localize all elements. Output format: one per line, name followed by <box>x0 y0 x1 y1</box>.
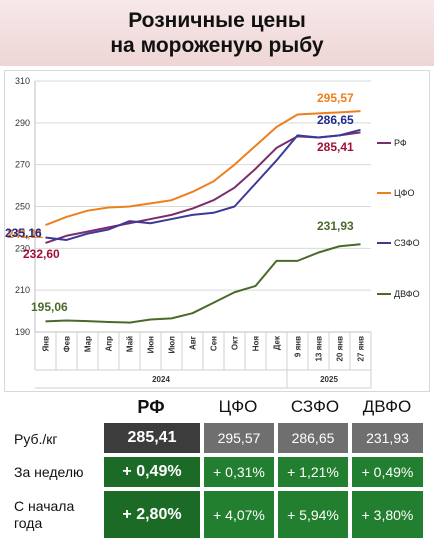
chart-panel: 190 210 230 250 270 290 310 Янв Фев Мар Апр Май Июн И… <box>4 70 430 392</box>
y-tick-label-290: 290 <box>15 118 30 128</box>
title-banner: Розничные цены на мороженую рыбу <box>0 0 434 66</box>
price-table: РФ ЦФО СЗФО ДВФО Руб./кг 285,41 295,57 2… <box>0 392 434 548</box>
legend-label-СЗФО: СЗФО <box>394 238 420 248</box>
data-label-end-ЦФО: 295,57 <box>317 91 354 105</box>
row-label-price: Руб./кг <box>14 431 58 447</box>
row-label-ytd-1: С начала <box>14 498 75 514</box>
data-label-start-ЦФО: 241,11 <box>7 227 43 241</box>
week-szfo: + 1,21% <box>278 457 348 487</box>
line-chart: 190 210 230 250 270 290 310 Янв Фев Мар Апр Май Июн И… <box>5 76 420 389</box>
data-label-end-РФ: 285,41 <box>317 140 354 154</box>
y-tick-label-270: 270 <box>15 160 30 170</box>
y-tick-label-250: 250 <box>15 202 30 212</box>
title-line-2: на мороженую рыбу <box>110 34 324 57</box>
data-label-start-РФ: 232,60 <box>23 247 60 261</box>
col-header-szfo: СЗФО <box>290 397 340 416</box>
x-tick-label: Окт <box>231 336 240 350</box>
ytd-dvfo: + 3,80% <box>352 491 423 538</box>
x-tick-label: Апр <box>105 336 114 352</box>
x-tick-label: Дек <box>273 335 282 350</box>
ytd-szfo: + 5,94% <box>278 491 348 538</box>
y-tick-label-230: 230 <box>15 243 30 253</box>
year-label-2025: 2025 <box>320 375 338 384</box>
data-label-end-ДВФО: 231,93 <box>317 219 354 233</box>
week-dvfo: + 0,49% <box>352 457 423 487</box>
ytd-cfo: + 4,07% <box>204 491 274 538</box>
legend-label-ЦФО: ЦФО <box>394 188 415 198</box>
ytd-rf: + 2,80% <box>104 491 200 538</box>
row-label-ytd-2: года <box>14 515 43 531</box>
price-rf: 285,41 <box>104 423 200 453</box>
x-tick-label: 27 янв <box>357 336 366 362</box>
week-rf: + 0,49% <box>104 457 200 487</box>
x-tick-label: Фев <box>63 336 72 352</box>
col-header-rf: РФ <box>137 397 165 417</box>
x-tick-label: Май <box>126 336 135 352</box>
data-label-end-СЗФО: 286,65 <box>317 113 354 127</box>
x-tick-label: Июн <box>147 336 156 354</box>
x-tick-label: Сен <box>210 336 219 351</box>
x-tick-label: Июл <box>168 336 177 353</box>
price-szfo: 286,65 <box>278 423 348 453</box>
col-header-cfo: ЦФО <box>218 397 258 416</box>
x-tick-label: Ноя <box>252 336 261 352</box>
data-label-start-ДВФО: 195,06 <box>31 300 68 314</box>
y-tick-label-310: 310 <box>15 76 30 86</box>
x-tick-label: 9 янв <box>294 336 303 357</box>
x-tick-label: Янв <box>42 336 51 352</box>
year-label-2024: 2024 <box>152 375 170 384</box>
x-tick-label: 13 янв <box>315 336 324 362</box>
x-tick-label: Мар <box>84 336 93 352</box>
series-line-СЗФО <box>45 128 361 241</box>
y-tick-label-190: 190 <box>15 327 30 337</box>
title-line-1: Розничные цены <box>128 9 306 32</box>
price-cfo: 295,57 <box>204 423 274 453</box>
row-label-week: За неделю <box>14 464 84 480</box>
x-tick-label: Авг <box>189 335 198 350</box>
series-line-ЦФО <box>45 110 361 227</box>
legend-label-ДВФО: ДВФО <box>394 289 420 299</box>
series-line-ДВФО <box>45 243 361 324</box>
y-tick-label-210: 210 <box>15 285 30 295</box>
x-tick-label: 20 янв <box>336 336 345 362</box>
week-cfo: + 0,31% <box>204 457 274 487</box>
legend-label-РФ: РФ <box>394 138 407 148</box>
price-dvfo: 231,93 <box>352 423 423 453</box>
data-label-start-СЗФО: 235,16 <box>5 226 42 240</box>
col-header-dvfo: ДВФО <box>362 397 412 416</box>
